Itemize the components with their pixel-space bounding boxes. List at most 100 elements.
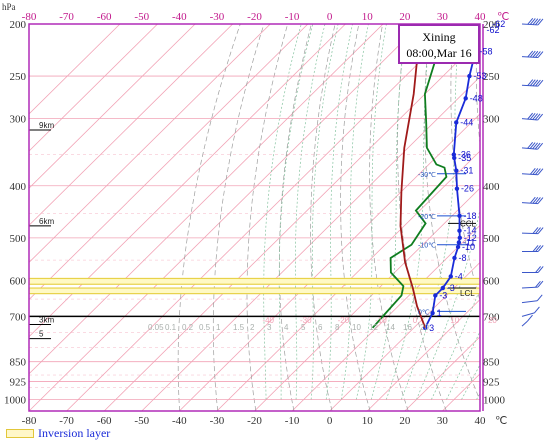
isotherm-line	[29, 24, 309, 301]
wind-barb-flag	[537, 51, 544, 58]
wind-barb	[521, 79, 544, 87]
bottom-temperature-tick: -20	[247, 415, 262, 427]
temperature-level-label: -10℃	[418, 243, 436, 250]
wind-barb	[521, 142, 544, 150]
wind-barb-flag	[537, 280, 544, 288]
top-temperature-tick: -10	[285, 11, 300, 23]
wind-barb-staff	[521, 23, 538, 26]
isotherm-ref-label: 0	[413, 316, 418, 325]
inversion-legend: Inversion layer	[6, 426, 110, 440]
temperature-point-label: -18	[464, 211, 477, 221]
wind-barb-flag	[529, 167, 536, 175]
left-pressure-tick: 925	[10, 376, 27, 388]
wind-barb	[521, 196, 544, 205]
isotherm-line	[29, 24, 196, 189]
isotherm-line	[216, 150, 480, 411]
bottom-temperature-tick: -80	[22, 415, 37, 427]
wind-barb-flag	[537, 266, 544, 273]
left-pressure-tick: 300	[10, 114, 27, 126]
temperature-point	[463, 96, 468, 101]
mixing-ratio-label: 2	[250, 323, 255, 332]
wind-barb-flag	[534, 113, 541, 121]
wind-barb-flag	[537, 245, 544, 252]
temperature-point	[448, 274, 453, 279]
wind-barb	[521, 227, 544, 235]
temperature-point	[452, 255, 457, 261]
temperature-point	[457, 235, 462, 241]
bottom-temperature-tick: 20	[399, 415, 411, 427]
moist-adiabat-line	[294, 24, 326, 400]
temperature-point-label: -58	[480, 46, 493, 56]
moist-adiabat-line	[385, 24, 432, 400]
wind-barb-flag	[535, 245, 541, 252]
wind-barb-flag	[529, 196, 536, 204]
mixing-ratio-label: 6	[318, 323, 323, 332]
wind-barb	[521, 306, 540, 317]
temperature-point	[454, 168, 459, 173]
temperature-point-label: -3	[447, 283, 455, 293]
top-temperature-tick: 20	[399, 11, 411, 23]
wind-barb-flag	[537, 227, 544, 234]
wind-barb	[521, 18, 544, 26]
chart-title-time: 08:00,Mar 16	[406, 46, 472, 60]
mixing-ratio-label: 0.5	[199, 323, 211, 332]
pressure-axis-unit: hPa	[2, 2, 16, 12]
wind-barb-flag	[532, 50, 539, 58]
mixing-ratio-label: 20	[420, 323, 429, 332]
wind-barb	[521, 294, 543, 304]
wind-barb-flag	[534, 142, 541, 150]
temperature-point-label: -26	[461, 184, 474, 194]
temperature-point-label: -62	[486, 25, 499, 35]
bottom-temperature-unit: ℃	[495, 415, 507, 427]
temperature-point-label: -31	[460, 166, 473, 176]
wind-barb-flag	[532, 227, 539, 234]
wind-barb	[521, 167, 544, 176]
moist-adiabat-line	[340, 24, 369, 400]
wind-barb-flag	[535, 51, 541, 58]
wind-barb-flag	[527, 50, 534, 58]
temperature-point-label: 1	[437, 308, 442, 318]
bottom-temperature-tick: -10	[285, 415, 300, 427]
temperature-point	[455, 244, 461, 250]
left-pressure-tick: 400	[10, 181, 27, 193]
bottom-temperature-tick: -70	[59, 415, 74, 427]
isotherm-ref-label: 20	[488, 316, 497, 325]
isotherm-ref-label: -10	[375, 316, 387, 325]
top-temperature-tick: 40	[475, 11, 487, 23]
temperature-point	[454, 120, 459, 125]
top-temperature-tick: -80	[22, 11, 37, 23]
wind-barb-flag	[535, 168, 541, 175]
moist-adiabat-line	[431, 288, 480, 400]
moist-adiabat-line	[310, 24, 339, 400]
moist-adiabat-line	[416, 207, 480, 400]
dry-adiabat-line	[424, 24, 480, 402]
mixing-ratio-label: 3	[267, 323, 272, 332]
wind-barb-flag	[532, 196, 539, 204]
moist-adiabat-line	[263, 24, 302, 400]
temperature-point	[457, 228, 462, 233]
mixing-ratio-label: 12	[369, 323, 378, 332]
wind-barb	[521, 112, 544, 121]
bottom-temperature-tick: 30	[437, 415, 449, 427]
isotherm-line	[29, 24, 346, 338]
temperature-level-label: 0℃	[418, 309, 430, 316]
right-pressure-tick: 500	[483, 233, 500, 245]
top-temperature-tick: -20	[247, 11, 262, 23]
temperature-point-label: -53	[473, 71, 486, 81]
inversion-legend-swatch	[6, 428, 34, 438]
temperature-point-label: -44	[460, 117, 473, 127]
bottom-temperature-tick: 0	[327, 415, 333, 427]
right-pressure-tick: 925	[483, 376, 500, 388]
top-temperature-tick: 30	[437, 11, 449, 23]
wind-barb-flag	[535, 280, 541, 288]
wind-barb-flag	[532, 245, 539, 252]
moist-adiabat-line	[278, 24, 314, 400]
top-temperature-tick: -60	[97, 11, 112, 23]
temperature-point-label: -3	[439, 290, 447, 300]
right-pressure-tick: 300	[483, 114, 500, 126]
height-marker-label: 5	[39, 330, 44, 339]
wind-barb-staff	[521, 56, 538, 59]
temperature-point-label: -48	[470, 93, 483, 103]
height-marker-label: 6km	[39, 217, 54, 226]
